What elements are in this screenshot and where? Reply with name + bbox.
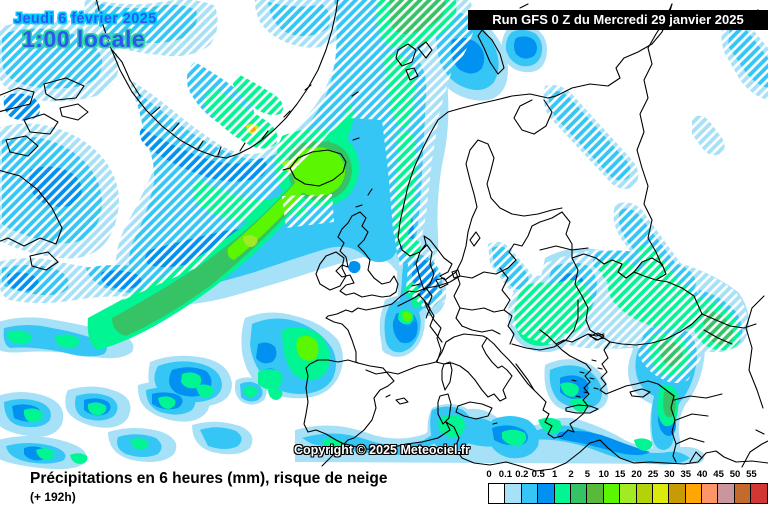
copyright-watermark: Copyright © 2025 Meteociel.fr [294, 443, 470, 457]
legend-tick-label: 0.1 [498, 469, 512, 480]
legend-color-cell [685, 484, 703, 503]
valid-date-label: Jeudi 6 février 2025 [14, 11, 157, 27]
legend-tick-label: 15 [614, 469, 626, 480]
legend-tick-label: 25 [647, 469, 659, 480]
legend-color-cell [587, 484, 604, 503]
valid-time-label: 1:00 locale [22, 26, 146, 52]
legend-color-cell [636, 484, 653, 503]
legend-caption: Précipitations en 6 heures (mm), risque … [30, 470, 388, 487]
run-info-text: Run GFS 0 Z du Mercredi 29 janvier 2025 [492, 12, 744, 27]
legend-tick-label: 20 [631, 469, 642, 480]
legend-color-cell [702, 484, 719, 503]
precipitation-legend: 0 0.1 0.2 0.5 1 2 5 10 15 20 25 30 35 40 45 50 55 [482, 469, 768, 511]
legend-color-cell [505, 484, 522, 503]
coastlines [0, 0, 768, 472]
legend-tick-label: 0 [486, 469, 492, 480]
legend-color-cell [538, 484, 555, 503]
legend-color-cell [734, 484, 752, 503]
legend-tick-label: 10 [598, 469, 610, 480]
legend-tick-label: 30 [664, 469, 675, 480]
legend-color-cell [603, 484, 621, 503]
legend-tick-label: 35 [680, 469, 692, 480]
legend-tick-label: 55 [746, 469, 757, 480]
legend-color-cell [620, 484, 637, 503]
legend-tick-label: 2 [568, 469, 574, 480]
legend-tick-label: 5 [584, 469, 591, 480]
legend-tick-label: 50 [729, 469, 741, 480]
legend-color-cell [521, 484, 539, 503]
legend-color-cell [669, 484, 686, 503]
legend-color-cell [718, 484, 735, 503]
legend-color-cell [570, 484, 588, 503]
legend-colorbar [488, 483, 768, 504]
legend-color-cell [652, 484, 670, 503]
legend-tick-label: 40 [696, 469, 708, 480]
run-info-banner: Run GFS 0 Z du Mercredi 29 janvier 2025 [468, 10, 768, 30]
legend-tick-label: 45 [713, 469, 724, 480]
legend-color-cell [751, 484, 767, 503]
legend-tick-label: 0.2 [515, 469, 529, 480]
forecast-offset-label: (+ 192h) [30, 490, 76, 504]
legend-color-cell [489, 484, 506, 503]
legend-color-cell [554, 484, 571, 503]
legend-tick-label: 1 [551, 469, 558, 480]
legend-tick-label: 0.5 [531, 469, 545, 480]
snow-hatching [0, 0, 768, 383]
